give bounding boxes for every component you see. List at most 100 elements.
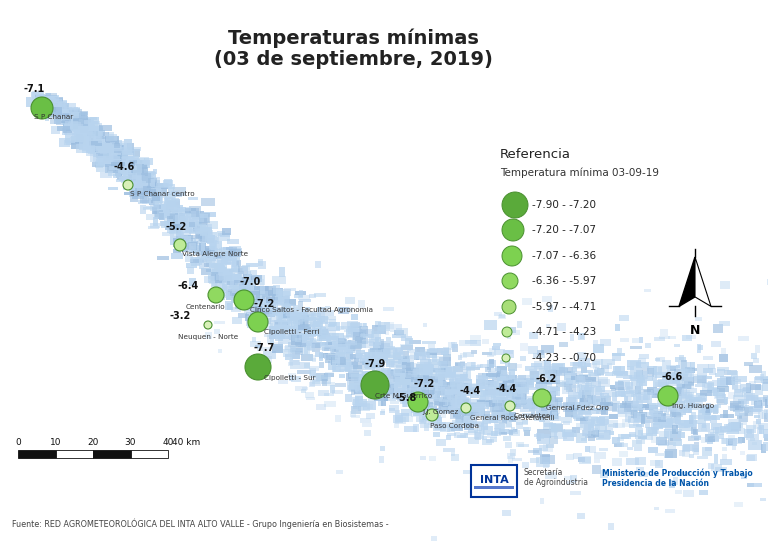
Bar	[730, 379, 741, 384]
Bar	[535, 434, 540, 437]
Bar	[398, 359, 410, 364]
Bar	[116, 167, 127, 172]
Bar	[736, 411, 740, 416]
Bar	[624, 396, 628, 401]
Bar	[324, 355, 329, 359]
Bar	[300, 338, 313, 344]
Bar	[200, 228, 207, 236]
Bar	[437, 417, 442, 425]
Bar	[151, 195, 161, 203]
Bar	[269, 290, 273, 295]
Bar	[78, 124, 91, 131]
Bar	[624, 387, 632, 393]
Bar	[310, 370, 316, 377]
Bar	[87, 127, 92, 136]
Bar	[723, 411, 728, 418]
Bar	[412, 380, 424, 385]
Bar	[105, 147, 116, 153]
Bar	[64, 124, 70, 129]
Bar	[554, 432, 567, 439]
Bar	[428, 420, 435, 425]
Bar	[305, 330, 316, 337]
Bar	[635, 393, 646, 396]
Bar	[393, 415, 402, 423]
Bar	[426, 349, 437, 358]
Bar	[453, 386, 462, 394]
Bar	[253, 288, 264, 293]
Bar	[545, 422, 556, 427]
Bar	[135, 157, 149, 166]
Bar	[73, 119, 78, 129]
Bar	[633, 394, 641, 400]
Bar	[385, 354, 396, 358]
Bar	[329, 356, 339, 359]
Bar	[375, 337, 381, 345]
Bar	[67, 108, 80, 114]
Bar	[318, 390, 329, 396]
Bar	[178, 209, 190, 215]
Bar	[63, 111, 69, 116]
Bar	[686, 367, 695, 373]
Bar	[595, 424, 607, 432]
Bar	[354, 358, 359, 362]
Bar	[152, 195, 160, 201]
Bar	[223, 269, 232, 274]
Bar	[492, 414, 500, 421]
Bar	[230, 281, 237, 287]
Bar	[526, 387, 537, 390]
Bar	[717, 369, 726, 372]
Bar	[96, 159, 103, 162]
Bar	[39, 102, 48, 111]
Bar	[442, 448, 455, 452]
Bar	[338, 307, 349, 314]
Bar	[258, 259, 263, 267]
Bar	[557, 402, 568, 407]
Bar	[445, 373, 455, 380]
Bar	[41, 102, 53, 106]
Bar	[42, 105, 51, 113]
Bar	[488, 407, 496, 413]
Bar	[124, 139, 132, 147]
Bar	[548, 399, 562, 408]
Bar	[552, 368, 562, 375]
Bar	[250, 341, 261, 347]
Bar	[472, 408, 485, 416]
Bar	[283, 334, 294, 339]
Bar	[494, 406, 498, 409]
Bar	[631, 404, 637, 411]
Bar	[303, 387, 308, 390]
Bar	[266, 297, 278, 303]
Bar	[36, 95, 48, 101]
Bar	[571, 491, 581, 495]
Bar	[94, 131, 102, 140]
Bar	[135, 172, 141, 182]
Bar	[639, 337, 644, 343]
Bar	[191, 249, 197, 252]
Bar	[379, 374, 391, 382]
Bar	[253, 306, 263, 310]
Bar	[116, 144, 123, 153]
Text: S P Chanar centro: S P Chanar centro	[130, 191, 194, 197]
Bar	[411, 363, 417, 370]
Bar	[498, 387, 508, 396]
Bar	[92, 121, 98, 129]
Bar	[263, 304, 267, 312]
Bar	[680, 355, 684, 361]
Bar	[547, 376, 552, 384]
Bar	[668, 378, 680, 384]
Bar	[305, 393, 314, 398]
Bar	[285, 305, 289, 309]
Bar	[206, 257, 218, 267]
Bar	[467, 423, 474, 427]
Bar	[92, 162, 104, 167]
Circle shape	[505, 401, 515, 411]
Bar	[433, 432, 439, 437]
Bar	[733, 385, 741, 390]
Bar	[568, 390, 574, 399]
Bar	[283, 313, 295, 317]
Bar	[645, 405, 653, 410]
Bar	[372, 370, 379, 378]
Bar	[670, 411, 676, 418]
Bar	[635, 415, 641, 421]
Bar	[43, 102, 54, 107]
